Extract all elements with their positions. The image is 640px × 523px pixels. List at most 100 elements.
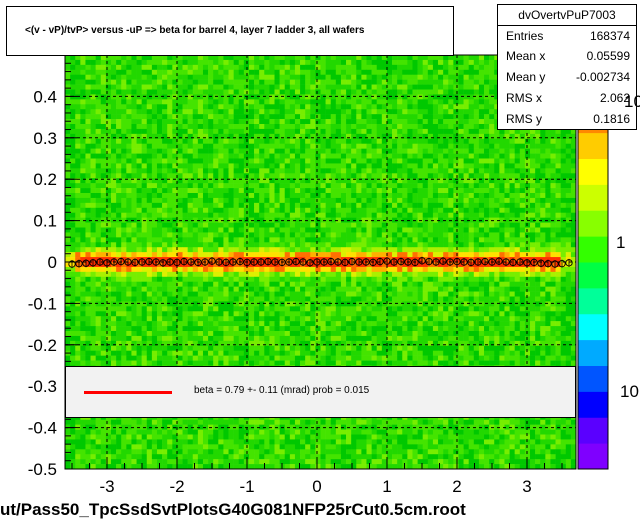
heatmap-cell [371, 89, 378, 95]
heatmap-cell [484, 153, 490, 159]
heatmap-cell [346, 188, 352, 194]
heatmap-cell [100, 237, 107, 243]
heatmap-cell [279, 153, 286, 159]
heatmap-cell [167, 266, 173, 273]
heatmap-cell [320, 212, 326, 218]
heatmap-cell [468, 183, 475, 189]
heatmap-cell [121, 188, 127, 194]
heatmap-cell [223, 183, 229, 189]
heatmap-cell [315, 128, 321, 135]
heatmap-cell [392, 94, 398, 100]
heatmap-cell [182, 128, 188, 135]
heatmap-cell [432, 281, 439, 287]
heatmap-cell [468, 222, 475, 228]
heatmap-cell [110, 193, 117, 199]
heatmap-cell [489, 59, 495, 66]
heatmap-cell [320, 143, 326, 149]
heatmap-cell [402, 217, 408, 223]
heatmap-cell [478, 79, 485, 85]
heatmap-cell [550, 193, 556, 199]
heatmap-cell [530, 163, 536, 169]
heatmap-cell [182, 276, 188, 283]
heatmap-cell [407, 119, 413, 125]
heatmap-cell [65, 124, 71, 130]
heatmap-cell [243, 69, 250, 76]
heatmap-cell [243, 188, 250, 194]
heatmap-cell [90, 281, 96, 287]
heatmap-cell [371, 237, 378, 243]
heatmap-cell [90, 271, 96, 278]
heatmap-cell [417, 84, 423, 90]
heatmap-cell [570, 271, 577, 278]
heatmap-cell [392, 133, 398, 140]
heatmap-cell [264, 59, 270, 66]
heatmap-cell [192, 163, 199, 169]
heatmap-cell [381, 296, 388, 302]
heatmap-cell [443, 197, 449, 204]
heatmap-cell [397, 242, 403, 248]
heatmap-cell [560, 202, 567, 209]
heatmap-cell [146, 74, 153, 80]
heatmap-cell [274, 266, 280, 273]
heatmap-cell [371, 55, 378, 61]
heatmap-cell [489, 197, 495, 204]
heatmap-cell [340, 207, 347, 214]
heatmap-cell [213, 124, 219, 130]
heatmap-cell [438, 153, 444, 159]
heatmap-cell [325, 124, 332, 130]
heatmap-cell [402, 291, 408, 297]
heatmap-cell [131, 114, 137, 120]
heatmap-cell [448, 183, 454, 189]
heatmap-cell [346, 79, 352, 85]
heatmap-cell [407, 148, 413, 154]
heatmap-cell [545, 252, 551, 258]
heatmap-cell [70, 99, 76, 105]
heatmap-cell [356, 183, 362, 189]
heatmap-cell [208, 247, 214, 253]
heatmap-cell [248, 173, 255, 179]
heatmap-cell [90, 69, 96, 76]
heatmap-cell [463, 252, 469, 258]
heatmap-cell [335, 286, 342, 292]
heatmap-cell [162, 89, 168, 95]
heatmap-cell [126, 257, 132, 263]
heatmap-cell [417, 286, 423, 292]
heatmap-cell [208, 124, 214, 130]
heatmap-cell [177, 222, 183, 228]
heatmap-cell [371, 266, 378, 273]
heatmap-cell [156, 89, 163, 95]
heatmap-cell [80, 163, 86, 169]
heatmap-cell [248, 153, 255, 159]
heatmap-cell [75, 207, 81, 214]
heatmap-cell [458, 212, 464, 218]
heatmap-cell [371, 69, 378, 76]
heatmap-cell [75, 168, 81, 174]
heatmap-cell [80, 119, 86, 125]
heatmap-cell [330, 133, 337, 140]
heatmap-cell [136, 247, 142, 253]
heatmap-cell [254, 74, 260, 80]
heatmap-cell [116, 153, 122, 159]
heatmap-cell [392, 55, 398, 61]
heatmap-cell [565, 291, 572, 297]
heatmap-cell [300, 222, 306, 228]
heatmap-cell [279, 188, 286, 194]
heatmap-cell [162, 114, 168, 120]
heatmap-cell [116, 227, 122, 233]
heatmap-cell [530, 291, 536, 297]
heatmap-cell [187, 114, 194, 120]
heatmap-cell [95, 266, 102, 273]
heatmap-cell [218, 242, 224, 248]
heatmap-cell [238, 89, 245, 95]
heatmap-cell [356, 143, 362, 149]
heatmap-cell [351, 55, 357, 61]
heatmap-cell [121, 163, 127, 169]
heatmap-cell [315, 99, 321, 105]
heatmap-cell [412, 59, 418, 66]
heatmap-cell [417, 64, 423, 71]
heatmap-cell [162, 173, 168, 179]
heatmap-cell [346, 163, 352, 169]
heatmap-cell [192, 148, 199, 154]
heatmap-cell [65, 109, 71, 115]
heatmap-cell [85, 124, 91, 130]
